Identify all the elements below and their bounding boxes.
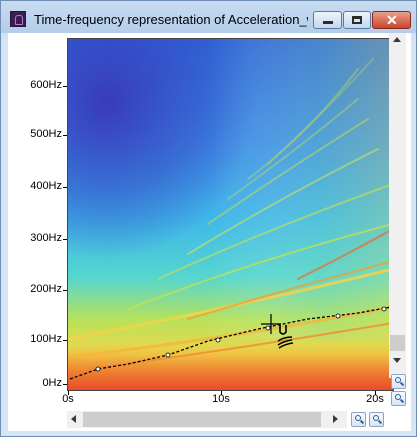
x-tick-mark <box>68 391 69 395</box>
zoom-out-icon <box>395 394 401 400</box>
vertical-zoom-out-button[interactable] <box>391 391 406 406</box>
y-tick-mark <box>63 384 67 385</box>
minimize-icon <box>323 21 333 24</box>
x-tick-mark <box>375 391 376 395</box>
scroll-right-icon[interactable] <box>333 415 338 423</box>
zoom-out-icon <box>373 415 379 421</box>
y-tick-label: 600Hz <box>30 79 62 91</box>
y-tick-mark <box>63 290 67 291</box>
y-tick-mark <box>63 86 67 87</box>
horizontal-zoom-out-button[interactable] <box>369 412 384 427</box>
close-button[interactable]: ✕ <box>372 11 411 29</box>
zoom-handle <box>377 419 383 425</box>
scroll-left-icon[interactable] <box>71 415 76 423</box>
zoom-handle <box>399 381 405 387</box>
x-tick-label: 0s <box>62 393 74 405</box>
y-tick-mark <box>63 187 67 188</box>
spectrogram-image[interactable] <box>67 38 394 391</box>
zoom-in-icon <box>355 415 361 421</box>
y-tick-label: 400Hz <box>30 180 62 192</box>
minimize-button[interactable] <box>313 11 342 29</box>
x-tick-label: 20s <box>366 393 384 405</box>
zoom-handle <box>359 419 365 425</box>
crosshair-cursor-icon <box>261 314 281 334</box>
zoom-handle <box>399 398 405 404</box>
vertical-zoom-in-button[interactable] <box>391 374 406 389</box>
horizontal-scroll-thumb[interactable] <box>83 412 321 427</box>
maximize-button[interactable] <box>343 11 371 29</box>
y-tick-label: 200Hz <box>30 283 62 295</box>
close-icon: ✕ <box>386 12 398 28</box>
plot-area: 600Hz 500Hz 400Hz 300Hz 200Hz 100Hz 0Hz <box>8 33 411 431</box>
vertical-scrollbar[interactable] <box>389 33 406 378</box>
title-bar[interactable]: Time-frequency representation of Acceler… <box>1 1 416 33</box>
x-tick-mark <box>221 391 222 395</box>
scroll-down-icon[interactable] <box>393 358 401 363</box>
maximize-icon <box>352 16 362 24</box>
y-tick-mark <box>63 239 67 240</box>
vertical-scroll-thumb[interactable] <box>390 335 405 351</box>
y-tick-mark <box>63 340 67 341</box>
y-tick-mark <box>63 135 67 136</box>
y-tick-label: 300Hz <box>30 232 62 244</box>
y-tick-label: 100Hz <box>30 333 62 345</box>
y-tick-label: 500Hz <box>30 128 62 140</box>
scroll-up-icon[interactable] <box>393 37 401 42</box>
hand-cursor-icon <box>277 325 294 349</box>
x-tick-label: 10s <box>212 393 230 405</box>
horizontal-scrollbar[interactable] <box>67 411 347 428</box>
app-icon <box>10 11 26 27</box>
y-tick-label: 0Hz <box>42 377 62 389</box>
zoom-in-icon <box>395 377 401 383</box>
horizontal-zoom-in-button[interactable] <box>351 412 366 427</box>
spectrogram-canvas[interactable] <box>68 39 393 390</box>
window-title: Time-frequency representation of Acceler… <box>34 12 308 27</box>
